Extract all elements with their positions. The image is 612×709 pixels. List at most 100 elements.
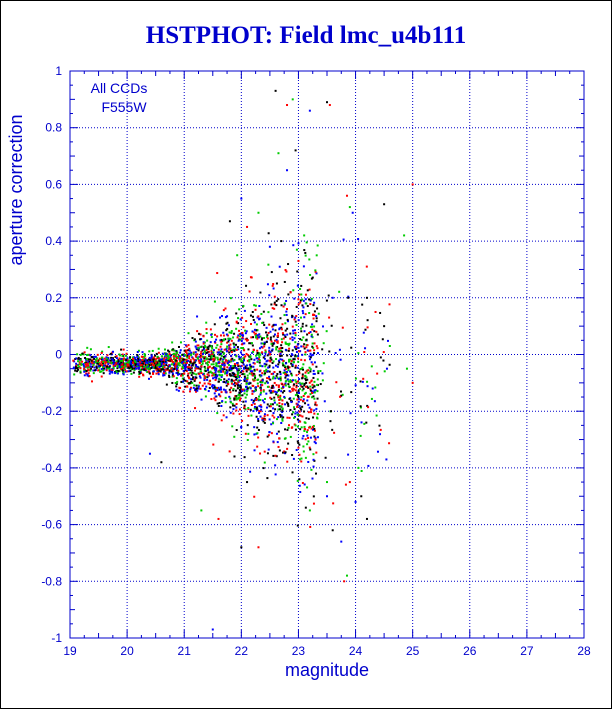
data-point xyxy=(152,358,155,361)
data-point xyxy=(293,358,296,361)
data-point xyxy=(251,374,254,377)
data-point xyxy=(319,383,322,386)
data-point xyxy=(261,417,264,420)
data-point xyxy=(364,328,367,331)
data-point xyxy=(171,381,174,384)
data-point xyxy=(298,370,301,373)
data-point xyxy=(219,316,222,319)
data-point xyxy=(197,332,200,335)
data-point xyxy=(295,448,298,451)
data-point xyxy=(282,385,285,388)
data-point xyxy=(271,325,274,328)
data-point xyxy=(234,376,237,379)
data-point xyxy=(226,362,229,365)
data-point xyxy=(295,315,298,318)
data-point xyxy=(262,310,265,313)
x-tick-label: 23 xyxy=(292,644,306,658)
data-point xyxy=(297,419,300,422)
data-point xyxy=(305,381,308,384)
data-point xyxy=(169,357,172,360)
data-point xyxy=(268,245,271,248)
data-point xyxy=(129,356,132,359)
data-point xyxy=(284,329,287,332)
data-point xyxy=(220,340,223,343)
data-point xyxy=(220,365,223,368)
data-point xyxy=(72,367,75,370)
data-point xyxy=(175,359,178,362)
data-point xyxy=(297,357,300,360)
data-point xyxy=(306,431,309,434)
data-point xyxy=(294,412,297,415)
data-point xyxy=(126,364,129,367)
data-point xyxy=(366,404,369,407)
data-point xyxy=(310,379,313,382)
data-point xyxy=(284,373,287,376)
data-point xyxy=(235,355,238,358)
data-point xyxy=(202,342,205,345)
data-point xyxy=(120,348,123,351)
data-point xyxy=(92,361,95,364)
data-point xyxy=(165,357,168,360)
data-point xyxy=(136,364,139,367)
data-point xyxy=(252,410,255,413)
data-point xyxy=(83,374,86,377)
data-point xyxy=(311,363,314,366)
data-point xyxy=(155,372,158,375)
data-point xyxy=(79,371,82,374)
data-point xyxy=(132,371,135,374)
data-point xyxy=(257,315,260,318)
data-point xyxy=(252,390,255,393)
data-point xyxy=(225,391,228,394)
data-point xyxy=(313,389,316,392)
data-point xyxy=(309,389,312,392)
data-point xyxy=(233,358,236,361)
data-point xyxy=(187,372,190,375)
data-point xyxy=(294,320,297,323)
data-point xyxy=(240,197,243,200)
data-point xyxy=(235,312,238,315)
data-point xyxy=(271,284,274,287)
data-point xyxy=(102,366,105,369)
data-point xyxy=(234,395,237,398)
data-point xyxy=(275,393,278,396)
data-point xyxy=(141,360,144,363)
data-point xyxy=(274,464,277,467)
data-point xyxy=(205,385,208,388)
data-point xyxy=(266,370,269,373)
data-point xyxy=(291,454,294,457)
data-point xyxy=(238,413,241,416)
data-point xyxy=(177,356,180,359)
data-point xyxy=(309,525,312,528)
data-point xyxy=(312,317,315,320)
data-point xyxy=(252,378,255,381)
data-point xyxy=(344,483,347,486)
data-point xyxy=(218,358,221,361)
data-point xyxy=(171,372,174,375)
data-point xyxy=(307,369,310,372)
data-point xyxy=(260,345,263,348)
data-point xyxy=(263,450,266,453)
data-point xyxy=(303,359,306,362)
data-point xyxy=(299,383,302,386)
data-point xyxy=(244,329,247,332)
data-point xyxy=(263,413,266,416)
data-point xyxy=(216,344,219,347)
data-point xyxy=(79,370,82,373)
data-point xyxy=(237,322,240,325)
data-point xyxy=(299,301,302,304)
data-point xyxy=(270,397,273,400)
data-point xyxy=(232,388,235,391)
data-point xyxy=(216,358,219,361)
data-point xyxy=(272,360,275,363)
data-point xyxy=(359,380,362,383)
data-point xyxy=(199,346,202,349)
data-point xyxy=(278,347,281,350)
data-point xyxy=(289,399,292,402)
data-point xyxy=(269,410,272,413)
data-point xyxy=(283,303,286,306)
data-point xyxy=(303,249,306,252)
data-point xyxy=(85,372,88,375)
data-point xyxy=(383,203,386,206)
data-point xyxy=(250,373,253,376)
data-point xyxy=(191,364,194,367)
